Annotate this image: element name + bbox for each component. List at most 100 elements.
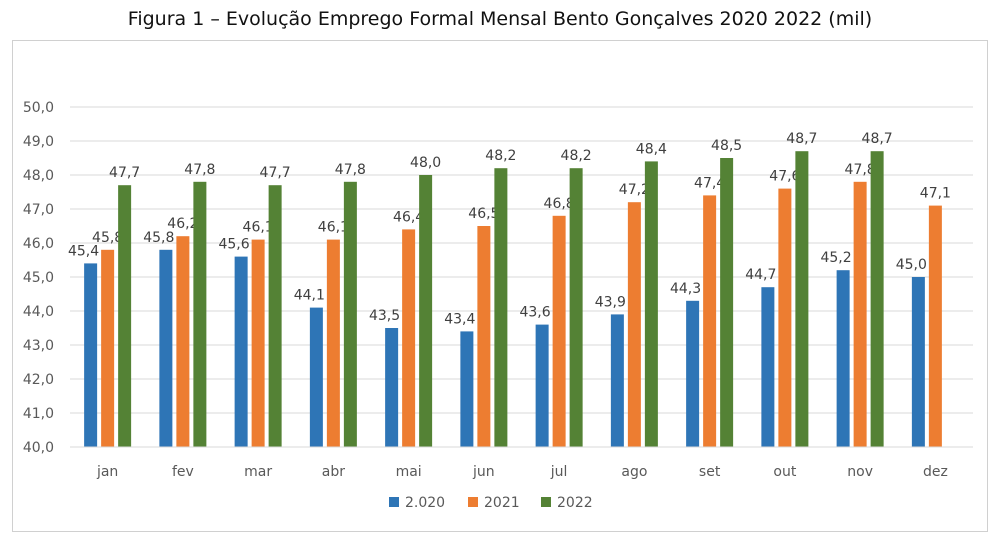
bar-2.020-jul bbox=[535, 324, 549, 447]
data-label: 43,6 bbox=[519, 305, 550, 321]
bar-2021-jan bbox=[101, 249, 115, 447]
bar-2022-jun bbox=[494, 168, 508, 447]
legend-swatch-2.020 bbox=[389, 497, 399, 507]
data-label: 44,3 bbox=[670, 281, 701, 297]
bar-2022-mai bbox=[419, 175, 433, 447]
bar-2.020-set bbox=[686, 300, 700, 447]
legend-label: 2.020 bbox=[405, 495, 445, 511]
bar-2021-out bbox=[778, 188, 792, 447]
data-label: 45,4 bbox=[68, 243, 99, 259]
bar-2.020-mai bbox=[385, 328, 399, 447]
data-label: 45,2 bbox=[820, 250, 851, 266]
y-tick-label: 49,0 bbox=[23, 134, 54, 150]
data-label: 46,1 bbox=[243, 220, 274, 236]
bar-2.020-abr bbox=[309, 307, 323, 447]
bar-2021-dez bbox=[928, 205, 942, 447]
data-label: 43,9 bbox=[595, 294, 626, 310]
data-label: 43,4 bbox=[444, 311, 475, 327]
data-label: 46,4 bbox=[393, 209, 424, 225]
data-label: 47,4 bbox=[694, 175, 725, 191]
legend-swatch-2022 bbox=[541, 497, 551, 507]
data-label: 48,7 bbox=[786, 131, 817, 147]
bar-2022-jan bbox=[118, 185, 132, 447]
chart-frame bbox=[12, 40, 988, 532]
y-tick-label: 45,0 bbox=[23, 270, 54, 286]
data-label: 47,6 bbox=[769, 169, 800, 185]
x-tick-label: nov bbox=[847, 464, 873, 480]
y-tick-label: 43,0 bbox=[23, 338, 54, 354]
bar-2.020-jun bbox=[460, 331, 474, 447]
x-tick-label: ago bbox=[621, 464, 647, 480]
data-label: 46,5 bbox=[468, 206, 499, 222]
y-tick-label: 42,0 bbox=[23, 372, 54, 388]
legend-swatch-2021 bbox=[468, 497, 478, 507]
data-label: 47,7 bbox=[109, 165, 140, 181]
bar-2021-ago bbox=[627, 202, 641, 447]
x-tick-label: mar bbox=[244, 464, 272, 480]
bar-2021-fev bbox=[176, 236, 190, 447]
bar-2.020-dez bbox=[911, 277, 925, 447]
bar-2021-mai bbox=[402, 229, 416, 447]
data-label: 48,7 bbox=[862, 131, 893, 147]
bar-2021-set bbox=[703, 195, 717, 447]
bar-2022-abr bbox=[343, 181, 357, 448]
bar-2021-nov bbox=[853, 181, 867, 448]
x-tick-label: set bbox=[699, 464, 721, 480]
x-tick-label: fev bbox=[172, 464, 194, 480]
data-label: 47,8 bbox=[335, 162, 366, 178]
bar-2022-jul bbox=[569, 168, 583, 447]
data-label: 47,1 bbox=[920, 186, 951, 202]
data-label: 46,2 bbox=[167, 216, 198, 232]
x-tick-label: jan bbox=[96, 464, 118, 480]
y-tick-label: 48,0 bbox=[23, 168, 54, 184]
data-label: 48,2 bbox=[561, 148, 592, 164]
data-label: 45,0 bbox=[896, 257, 927, 273]
bar-2021-mar bbox=[251, 239, 265, 447]
data-label: 44,1 bbox=[294, 288, 325, 304]
data-label: 43,5 bbox=[369, 308, 400, 324]
data-label: 46,1 bbox=[318, 220, 349, 236]
x-tick-label: jun bbox=[472, 464, 495, 480]
bar-2022-ago bbox=[644, 161, 658, 447]
y-tick-label: 46,0 bbox=[23, 236, 54, 252]
data-label: 45,8 bbox=[92, 230, 123, 246]
data-label: 48,4 bbox=[636, 141, 667, 157]
y-tick-label: 41,0 bbox=[23, 406, 54, 422]
data-label: 47,2 bbox=[619, 182, 650, 198]
bar-2022-fev bbox=[193, 181, 207, 448]
bar-2021-jul bbox=[552, 215, 566, 447]
data-label: 47,8 bbox=[845, 162, 876, 178]
bar-2022-out bbox=[795, 151, 809, 447]
data-label: 48,2 bbox=[485, 148, 516, 164]
bar-2022-mar bbox=[268, 185, 282, 447]
bar-2021-abr bbox=[326, 239, 340, 447]
x-tick-label: abr bbox=[322, 464, 345, 480]
bar-2.020-mar bbox=[234, 256, 248, 447]
x-tick-label: jul bbox=[550, 464, 568, 480]
data-label: 48,0 bbox=[410, 155, 441, 171]
bar-2.020-jan bbox=[84, 263, 98, 447]
bar-2022-nov bbox=[870, 151, 884, 447]
data-label: 45,8 bbox=[143, 230, 174, 246]
data-label: 47,8 bbox=[184, 162, 215, 178]
bar-2.020-ago bbox=[610, 314, 624, 447]
x-tick-label: out bbox=[773, 464, 796, 480]
y-tick-label: 40,0 bbox=[23, 440, 54, 456]
data-label: 45,6 bbox=[218, 237, 249, 253]
y-tick-label: 50,0 bbox=[23, 100, 54, 116]
y-tick-label: 44,0 bbox=[23, 304, 54, 320]
bar-2021-jun bbox=[477, 226, 491, 447]
bar-2.020-out bbox=[761, 287, 775, 447]
bar-2022-set bbox=[720, 158, 734, 447]
x-tick-label: dez bbox=[923, 464, 948, 480]
data-label: 44,7 bbox=[745, 267, 776, 283]
legend-label: 2022 bbox=[557, 495, 593, 511]
data-label: 48,5 bbox=[711, 138, 742, 154]
chart-title: Figura 1 – Evolução Emprego Formal Mensa… bbox=[127, 8, 873, 30]
bar-2.020-nov bbox=[836, 270, 850, 447]
x-tick-label: mai bbox=[396, 464, 422, 480]
data-label: 47,7 bbox=[260, 165, 291, 181]
y-tick-label: 47,0 bbox=[23, 202, 54, 218]
bar-2.020-fev bbox=[159, 249, 173, 447]
